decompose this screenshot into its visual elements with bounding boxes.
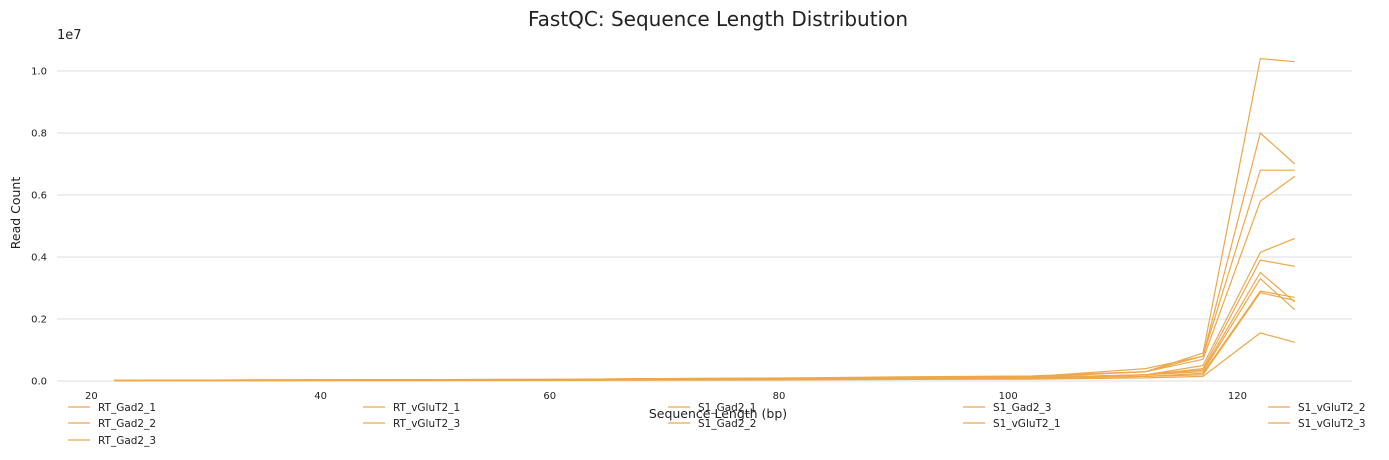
y-tick-label: 0.8	[31, 129, 47, 140]
chart-title: FastQC: Sequence Length Distribution	[528, 7, 908, 31]
y-tick-label: 0.2	[31, 315, 47, 326]
legend-item[interactable]: RT_vGluT2_1	[363, 402, 460, 414]
legend-label: S1_Gad2_1	[698, 402, 756, 414]
y-tick-label: 0.6	[31, 191, 47, 202]
legend-label: S1_Gad2_2	[698, 418, 756, 430]
series-line-RT_Gad2_3	[114, 169, 1295, 381]
series-line-RT_vGluT2_1	[114, 175, 1296, 381]
x-tick-label: 100	[999, 391, 1018, 402]
legend-item[interactable]: S1_Gad2_3	[963, 402, 1051, 414]
legend-item[interactable]: RT_vGluT2_3	[363, 418, 460, 430]
legend-item[interactable]: S1_vGluT2_3	[1268, 418, 1366, 430]
legend-label: RT_vGluT2_3	[393, 418, 460, 430]
grid-layer	[57, 70, 1352, 382]
legend-item[interactable]: S1_Gad2_1	[668, 402, 756, 414]
legend-label: RT_Gad2_3	[98, 435, 156, 447]
y-axis-title: Read Count	[8, 177, 23, 250]
y-tick-label: 0.0	[31, 377, 47, 388]
series-lines	[114, 57, 1296, 382]
legend-item[interactable]: RT_Gad2_2	[68, 418, 156, 430]
series-line-RT_Gad2_1	[114, 57, 1295, 381]
x-tick-label: 80	[773, 391, 786, 402]
legend-label: S1_vGluT2_1	[993, 418, 1061, 430]
legend-label: S1_vGluT2_3	[1298, 418, 1366, 430]
series-line-S1_Gad2_1	[114, 259, 1295, 382]
legend-label: S1_Gad2_3	[993, 402, 1051, 414]
x-tick-label: 60	[543, 391, 556, 402]
y-tick-label: 1.0	[31, 67, 47, 78]
legend-item[interactable]: S1_Gad2_2	[668, 418, 756, 430]
series-line-S1_vGluT2_1	[114, 290, 1295, 382]
legend-item[interactable]: RT_Gad2_3	[68, 435, 156, 447]
x-tick-label: 40	[314, 391, 327, 402]
series-line-S1_Gad2_3	[114, 278, 1296, 382]
series-line-S1_vGluT2_3	[114, 332, 1295, 382]
legend-label: RT_Gad2_2	[98, 418, 156, 430]
series-line-S1_vGluT2_2	[114, 292, 1295, 382]
series-line-S1_Gad2_2	[114, 271, 1296, 382]
legend-label: S1_vGluT2_2	[1298, 402, 1366, 414]
legend-item[interactable]: S1_vGluT2_2	[1268, 402, 1366, 414]
legend-label: RT_vGluT2_1	[393, 402, 460, 414]
series-line-RT_vGluT2_3	[114, 237, 1295, 382]
x-tick-label: 20	[85, 391, 98, 402]
y-scale-label: 1e7	[57, 28, 82, 43]
x-tick-label: 120	[1228, 391, 1247, 402]
legend-item[interactable]: RT_Gad2_1	[68, 402, 156, 414]
y-tick-labels: 0.0 0.2 0.4 0.6 0.8 1.0	[31, 67, 47, 388]
legend-item[interactable]: S1_vGluT2_1	[963, 418, 1061, 430]
x-tick-labels: 20 40 60 80 100 120	[85, 391, 1247, 402]
legend-label: RT_Gad2_1	[98, 402, 156, 414]
y-tick-label: 0.4	[31, 253, 47, 264]
legend: RT_Gad2_1 RT_Gad2_2 RT_Gad2_3 RT_vGluT2_1 RT…	[68, 402, 1366, 447]
x-axis-title: Sequence Length (bp)	[649, 406, 787, 421]
